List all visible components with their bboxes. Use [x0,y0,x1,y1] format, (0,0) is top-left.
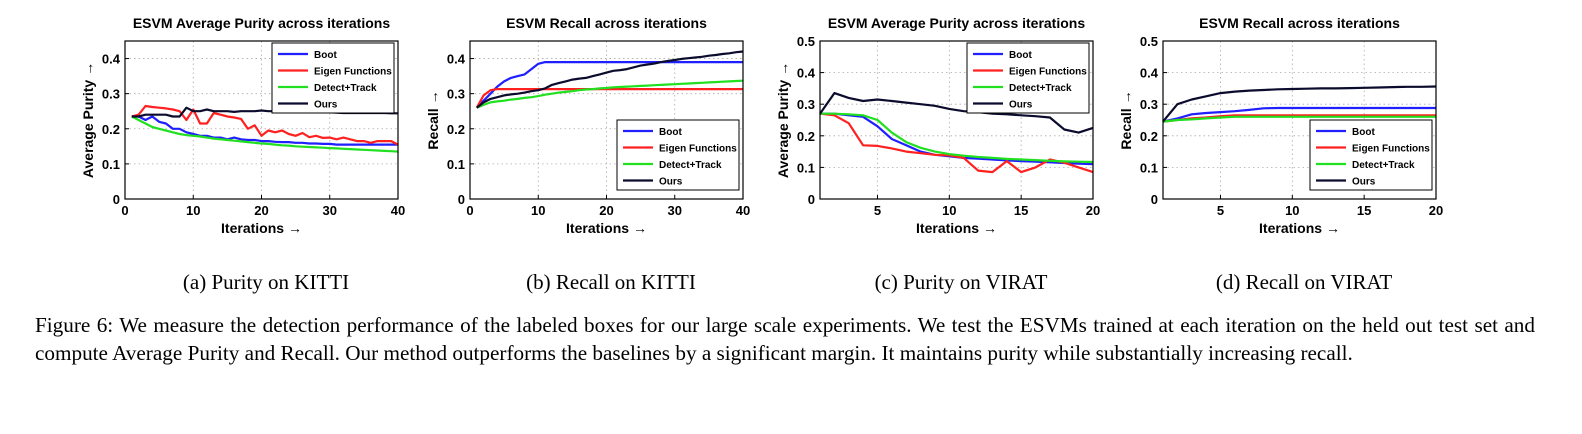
chart-panel-d: ESVM Recall across iterations 5 10 15 20 0 0.1… [1118,8,1490,300]
x-axis-label: Iterations → [566,220,647,236]
series-line-detect-track [820,112,1094,164]
y-tick-label: 0.5 [797,34,815,49]
series-line-detect-track [131,115,399,153]
chart-panel-c: ESVM Average Purity across iterations 5 10… [775,8,1147,300]
legend-label: Ours [314,100,338,111]
x-tick-label: 10 [1285,203,1299,218]
y-axis-label: Average Purity → [775,62,791,178]
plot-frame [819,40,1094,200]
legend-label: Detect+Track [659,160,722,171]
y-axis-label: Average Purity → [80,62,96,178]
legend: Boot Eigen Functions Detect+Track Ours [966,42,1090,114]
legend-label: Ours [659,177,683,188]
chart-title: ESVM Recall across iterations [1199,15,1400,31]
y-axis-label: Recall → [425,90,441,149]
y-tick-label: 0.1 [102,157,120,172]
y-tick-label: 0.3 [102,87,120,102]
series-line-detect-track [476,79,744,109]
x-tick-label: 40 [391,203,405,218]
y-axis-label: Recall → [1118,90,1134,149]
y-tick-label: 0.4 [797,66,816,81]
x-axis-label: Iterations → [916,220,997,236]
y-tick-label: 0.4 [1140,66,1159,81]
x-tick-label: 10 [531,203,545,218]
legend: Boot Eigen Functions Detect+Track Ours [1309,119,1433,191]
y-tick-label: 0 [458,192,465,207]
x-tick-label: 0 [466,203,473,218]
y-tick-label: 0.5 [1140,34,1158,49]
y-tick-label: 0 [113,192,120,207]
legend-label: Eigen Functions [1009,67,1087,78]
y-tick-label: 0.4 [447,52,466,67]
x-tick-label: 40 [736,203,750,218]
x-tick-label: 20 [254,203,268,218]
subcaption-c: (c) Purity on VIRAT [874,270,1048,294]
series-line-ours [819,91,1094,134]
x-tick-label: 20 [1086,203,1100,218]
y-tick-label: 0.2 [797,129,815,144]
y-tick-label: 0.2 [1140,129,1158,144]
series-line-ours [1162,85,1437,123]
series-line-boot [1162,106,1436,123]
chart-a: ESVM Average Purity across iterations 0 10… [80,15,405,236]
x-tick-label: 10 [186,203,200,218]
x-tick-label: 10 [942,203,956,218]
legend-label: Ours [1352,177,1376,188]
legend-label: Eigen Functions [314,67,392,78]
y-tick-label: 0.4 [102,52,121,67]
chart-b: ESVM Recall across iterations 0 10 20 30 40 0 0… [425,15,750,236]
legend-label: Boot [1009,50,1032,61]
y-tick-label: 0.3 [1140,97,1158,112]
series-line-eigen-functions [475,87,743,109]
x-tick-label: 15 [1357,203,1371,218]
figure-caption: Figure 6: We measure the detection perfo… [35,313,1535,365]
x-tick-label: 5 [1217,203,1224,218]
y-tick-label: 0.3 [447,87,465,102]
series-line-boot [476,60,743,109]
y-tick-label: 0.3 [797,97,815,112]
subcaption-b: (b) Recall on KITTI [526,270,696,294]
chart-d: ESVM Recall across iterations 5 10 15 20 0 0.1… [1118,15,1443,236]
legend-label: Eigen Functions [659,144,737,155]
y-tick-label: 0 [808,192,815,207]
subcaption-d: (d) Recall on VIRAT [1215,270,1393,294]
legend-label: Boot [1352,127,1375,138]
legend: Boot Eigen Functions Detect+Track Ours [616,119,740,191]
series-line-detect-track [1162,115,1436,123]
series-line-boot [131,115,398,146]
legend-label: Eigen Functions [1352,144,1430,155]
legend-label: Detect+Track [1009,83,1072,94]
y-tick-label: 0.2 [447,122,465,137]
x-axis-label: Iterations → [221,220,302,236]
chart-title: ESVM Average Purity across iterations [133,15,390,31]
x-tick-label: 5 [874,203,881,218]
x-tick-label: 0 [121,203,128,218]
legend-label: Detect+Track [1352,160,1415,171]
chart-title: ESVM Average Purity across iterations [828,15,1085,31]
x-tick-label: 20 [1429,203,1443,218]
legend-label: Boot [659,127,682,138]
legend: Boot Eigen Functions Detect+Track Ours [271,42,395,114]
y-tick-label: 0 [1151,192,1158,207]
chart-c: ESVM Average Purity across iterations 5 10… [775,15,1100,236]
y-tick-label: 0.1 [447,157,465,172]
series-line-eigen-functions [131,104,399,146]
chart-panel-b: ESVM Recall across iterations 0 10 20 30 40 0 0… [425,8,797,300]
y-tick-label: 0.2 [102,122,120,137]
plot-frame [1162,40,1437,200]
x-tick-label: 20 [599,203,613,218]
x-tick-label: 15 [1014,203,1028,218]
y-tick-label: 0.1 [797,160,815,175]
chart-panel-a: ESVM Average Purity across iterations 0 10… [80,8,452,300]
x-tick-label: 30 [668,203,682,218]
legend-label: Detect+Track [314,83,377,94]
x-axis-label: Iterations → [1259,220,1340,236]
legend-label: Boot [314,50,337,61]
x-tick-label: 30 [323,203,337,218]
legend-label: Ours [1009,100,1033,111]
series-line-ours [476,50,744,109]
y-tick-label: 0.1 [1140,160,1158,175]
chart-title: ESVM Recall across iterations [506,15,707,31]
subcaption-a: (a) Purity on KITTI [182,270,350,294]
